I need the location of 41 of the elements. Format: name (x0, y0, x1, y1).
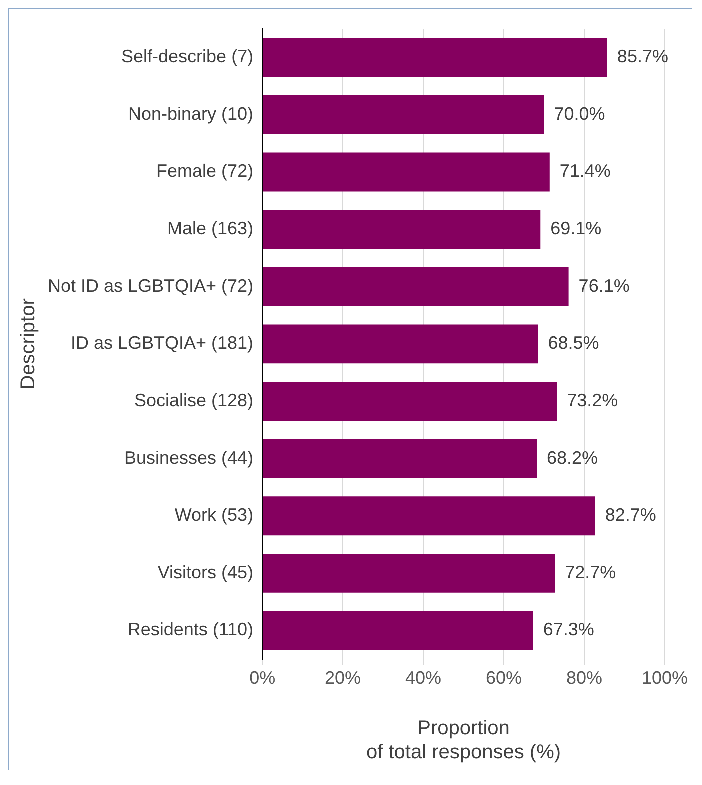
y-tick-label: Non-binary (10) (128, 104, 254, 124)
y-tick-label: Male (163) (168, 218, 254, 239)
data-label: 68.2% (547, 448, 598, 468)
y-tick-label: Self-describe (7) (122, 46, 254, 67)
data-label: 85.7% (617, 46, 668, 67)
data-label: 82.7% (605, 505, 656, 526)
data-label: 69.1% (550, 218, 602, 239)
x-tick-label: 100% (642, 668, 688, 688)
x-tick-label: 0% (250, 668, 276, 688)
data-label: 67.3% (543, 620, 594, 640)
data-label: 71.4% (560, 161, 611, 182)
y-tick-label: Female (72) (156, 161, 254, 182)
y-tick-label: Residents (110) (128, 620, 254, 640)
y-tick-label: Work (53) (174, 505, 254, 526)
y-tick-label: Not ID as LGBTQIA+ (72) (48, 276, 254, 296)
data-label: 68.5% (548, 333, 600, 354)
x-tick-label: 20% (325, 668, 362, 688)
x-tick-label: 60% (486, 668, 522, 688)
bar (263, 439, 538, 478)
bar (263, 152, 550, 192)
bar (263, 267, 569, 306)
data-label: 70.0% (554, 104, 606, 124)
bar (263, 496, 596, 536)
y-tick-label: ID as LGBTQIA+ (181) (70, 333, 254, 354)
y-tick-label: Socialise (128) (134, 390, 254, 410)
y-tick-label: Businesses (44) (124, 448, 254, 468)
y-axis-title: Descriptor (18, 298, 40, 390)
x-axis-title: Proportion of total responses (%) (366, 718, 562, 764)
bar (263, 324, 538, 364)
data-label: 72.7% (565, 562, 616, 582)
bar (263, 382, 558, 421)
data-label: 73.2% (567, 390, 618, 410)
y-tick-label: Visitors (45) (158, 562, 254, 582)
bar (263, 38, 608, 78)
bar (263, 611, 534, 650)
x-tick-label: 80% (566, 668, 603, 688)
bar (263, 210, 541, 250)
bar (263, 95, 544, 134)
data-label: 76.1% (578, 276, 630, 296)
bar (263, 554, 556, 593)
x-tick-label: 40% (406, 668, 442, 688)
